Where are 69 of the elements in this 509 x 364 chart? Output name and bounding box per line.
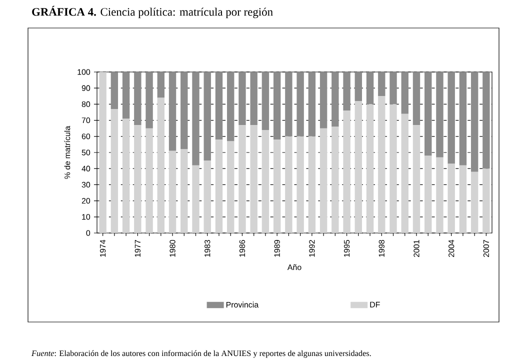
bar — [366, 104, 374, 234]
bar — [168, 150, 176, 234]
bar — [296, 136, 304, 234]
bar — [354, 100, 362, 234]
bar — [250, 125, 258, 234]
bar — [262, 130, 270, 234]
bar — [470, 72, 478, 172]
bar — [134, 125, 142, 234]
bar — [308, 72, 316, 136]
bar — [157, 72, 165, 98]
bar — [273, 140, 281, 234]
text: Fuente: Elaboración de los autores con información de la ANUIES y reportes de algunas universidades. — [31, 350, 371, 358]
bar — [110, 72, 118, 110]
bar — [122, 118, 130, 234]
bar — [482, 72, 490, 169]
bar — [470, 172, 478, 234]
bar — [412, 72, 420, 126]
bar — [204, 72, 211, 161]
bar — [320, 72, 328, 128]
bar — [320, 128, 328, 234]
chart-title: GRÁFICA 4. Ciencia política: matrícula por región — [32, 6, 273, 18]
bar — [482, 168, 490, 234]
bar — [378, 72, 386, 96]
bar — [436, 157, 444, 234]
bar — [262, 72, 270, 130]
bar — [192, 72, 200, 166]
bar — [412, 125, 420, 234]
bar — [122, 72, 130, 119]
bar — [401, 72, 408, 114]
bar — [180, 149, 188, 234]
bar — [332, 72, 339, 127]
bar — [296, 72, 304, 136]
bar — [110, 109, 118, 234]
bar — [390, 104, 397, 234]
bar — [99, 72, 106, 234]
bar — [250, 72, 258, 126]
bar — [238, 125, 246, 234]
bar — [215, 72, 223, 140]
bar — [343, 110, 350, 234]
bar — [168, 72, 176, 151]
bar — [378, 96, 386, 234]
bar — [424, 72, 432, 156]
bar — [401, 114, 408, 234]
bar — [238, 72, 246, 126]
bar — [308, 136, 316, 234]
bar — [192, 165, 200, 234]
bar — [146, 128, 153, 234]
bar — [285, 136, 292, 234]
bar — [332, 126, 339, 234]
bar — [180, 72, 188, 150]
bar — [204, 160, 211, 234]
bar — [134, 72, 142, 126]
bar — [215, 140, 223, 234]
bar — [436, 72, 444, 158]
bar — [354, 72, 362, 101]
bar — [424, 156, 432, 234]
bar — [343, 72, 350, 111]
bar — [285, 72, 292, 136]
bar — [157, 98, 165, 234]
bar — [227, 141, 234, 234]
bar — [459, 72, 467, 166]
bar — [459, 165, 467, 234]
bar — [227, 72, 234, 142]
bar — [390, 72, 397, 104]
bar — [146, 72, 153, 128]
bar — [366, 72, 374, 104]
bar — [448, 164, 455, 234]
bar — [273, 72, 281, 140]
bar — [448, 72, 455, 164]
